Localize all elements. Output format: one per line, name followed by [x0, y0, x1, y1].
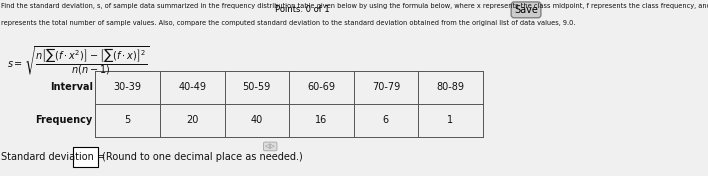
- Text: 40-49: 40-49: [178, 82, 206, 92]
- Text: Find the standard deviation, s, of sample data summarized in the frequency distr: Find the standard deviation, s, of sampl…: [1, 3, 708, 9]
- Text: 5: 5: [125, 115, 131, 125]
- Text: Interval: Interval: [50, 82, 93, 92]
- Text: 20: 20: [186, 115, 198, 125]
- Text: 30-39: 30-39: [114, 82, 142, 92]
- Text: 16: 16: [315, 115, 327, 125]
- Text: ◁▷: ◁▷: [265, 143, 275, 149]
- Text: Standard deviation =: Standard deviation =: [1, 152, 108, 162]
- Text: 80-89: 80-89: [436, 82, 464, 92]
- Text: $s=\sqrt{\dfrac{n\left[\sum\left(f\cdot x^2\right)\right]-\left[\sum\left(f\cdot: $s=\sqrt{\dfrac{n\left[\sum\left(f\cdot …: [7, 45, 149, 77]
- Text: 40: 40: [251, 115, 263, 125]
- Text: represents the total number of sample values. Also, compare the computed standar: represents the total number of sample va…: [1, 20, 576, 26]
- Text: (Round to one decimal place as needed.): (Round to one decimal place as needed.): [102, 152, 303, 162]
- Text: Frequency: Frequency: [35, 115, 93, 125]
- FancyBboxPatch shape: [73, 147, 98, 167]
- Text: 50-59: 50-59: [243, 82, 271, 92]
- Text: 70-79: 70-79: [372, 82, 400, 92]
- Text: Save: Save: [514, 5, 538, 15]
- Text: Points: 0 of 1: Points: 0 of 1: [275, 5, 330, 14]
- Text: 1: 1: [447, 115, 453, 125]
- Text: 6: 6: [383, 115, 389, 125]
- Text: 60-69: 60-69: [307, 82, 336, 92]
